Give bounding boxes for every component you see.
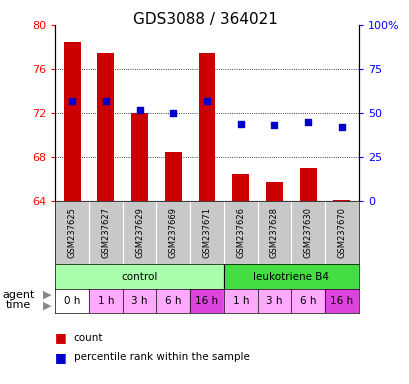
Text: 3 h: 3 h (265, 296, 282, 306)
Text: 6 h: 6 h (299, 296, 316, 306)
Bar (190, 289, 223, 313)
Point (304, 119, 311, 125)
Text: 1 h: 1 h (97, 296, 114, 306)
Text: GSM237669: GSM237669 (169, 207, 178, 258)
Bar (265, 182, 282, 202)
Text: 3 h: 3 h (131, 296, 148, 306)
Text: percentile rank within the sample: percentile rank within the sample (74, 352, 249, 362)
Point (170, 110, 176, 116)
Bar (55, 289, 89, 313)
Bar (291, 289, 324, 313)
Bar (131, 113, 148, 202)
Text: 6 h: 6 h (165, 296, 181, 306)
Point (136, 107, 143, 113)
Bar (257, 289, 291, 313)
Text: GSM237627: GSM237627 (101, 207, 110, 258)
Bar (64, 41, 81, 202)
Bar (223, 265, 358, 289)
Bar (89, 289, 122, 313)
Text: GSM237671: GSM237671 (202, 207, 211, 258)
Text: ■: ■ (55, 351, 67, 364)
Bar (164, 152, 181, 202)
Bar (232, 174, 249, 202)
Point (69, 98, 75, 104)
Text: ▶: ▶ (43, 300, 52, 310)
Bar (223, 289, 257, 313)
Text: GSM237625: GSM237625 (67, 207, 76, 258)
Bar (156, 289, 190, 313)
Text: 0 h: 0 h (64, 296, 80, 306)
Bar (122, 289, 156, 313)
Text: 16 h: 16 h (330, 296, 353, 306)
Point (102, 98, 109, 104)
Text: GSM237626: GSM237626 (236, 207, 245, 258)
Text: GDS3088 / 364021: GDS3088 / 364021 (132, 12, 277, 27)
Text: time: time (5, 300, 31, 310)
Text: GSM237630: GSM237630 (303, 207, 312, 258)
Text: GSM237629: GSM237629 (135, 207, 144, 258)
Text: ▶: ▶ (43, 290, 52, 300)
Bar (324, 289, 358, 313)
Bar (299, 168, 316, 202)
Bar (333, 200, 349, 202)
Point (338, 124, 344, 131)
Text: control: control (121, 271, 157, 281)
Text: 1 h: 1 h (232, 296, 248, 306)
Bar (55, 265, 223, 289)
Bar (198, 53, 215, 202)
Text: ■: ■ (55, 331, 67, 344)
Bar (97, 53, 114, 202)
Point (270, 122, 277, 128)
Text: agent: agent (2, 290, 34, 300)
Text: count: count (74, 333, 103, 343)
Point (203, 98, 210, 104)
Point (237, 121, 243, 127)
Text: 16 h: 16 h (195, 296, 218, 306)
Text: GSM237670: GSM237670 (337, 207, 346, 258)
Text: GSM237628: GSM237628 (269, 207, 278, 258)
Text: leukotriene B4: leukotriene B4 (253, 271, 328, 281)
